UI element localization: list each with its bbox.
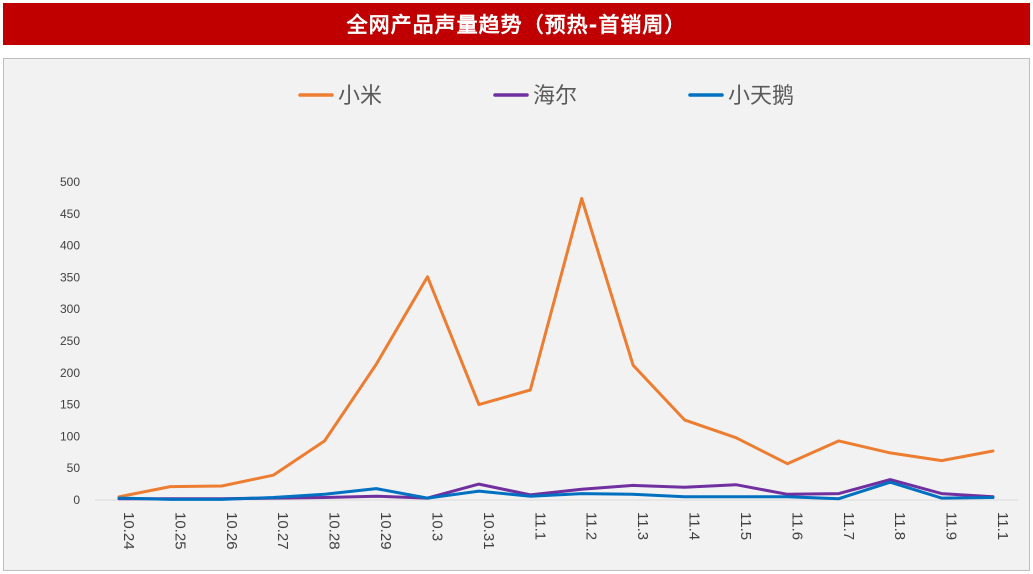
x-tick-label: 11.7 — [840, 512, 857, 540]
y-tick-label: 300 — [60, 302, 80, 316]
x-tick-label: 10.26 — [223, 512, 240, 550]
y-tick-label: 200 — [60, 366, 80, 380]
y-tick-label: 450 — [60, 207, 80, 221]
y-tick-label: 50 — [67, 461, 81, 475]
x-tick-label: 11.3 — [634, 512, 651, 540]
x-tick-label: 10.25 — [171, 512, 188, 550]
x-tick-label: 11.8 — [891, 512, 908, 540]
x-tick-label: 10.29 — [377, 512, 394, 550]
x-tick-label: 11.2 — [583, 512, 600, 540]
y-tick-label: 250 — [60, 334, 80, 348]
y-tick-label: 400 — [60, 239, 80, 253]
x-tick-label: 11.9 — [943, 512, 960, 540]
x-tick-label: 10.27 — [274, 512, 291, 550]
x-tick-label: 11.1 — [531, 512, 548, 540]
y-tick-label: 350 — [60, 270, 80, 284]
x-tick-label: 10.24 — [120, 512, 137, 550]
y-tick-label: 100 — [60, 429, 80, 443]
legend-label-0: 小米 — [338, 84, 382, 109]
x-tick-label: 11.4 — [686, 512, 703, 540]
y-tick-label: 0 — [73, 493, 80, 507]
y-tick-label: 500 — [60, 175, 80, 189]
x-tick-label: 10.31 — [480, 512, 497, 550]
legend-label-2: 小天鹅 — [728, 84, 794, 109]
x-tick-label: 11.1 — [994, 512, 1011, 540]
legend-label-1: 海尔 — [533, 84, 577, 109]
series-line-0 — [117, 197, 995, 499]
x-tick-label: 11.6 — [788, 512, 805, 540]
x-tick-label: 11.5 — [737, 512, 754, 540]
x-tick-label: 10.3 — [428, 512, 445, 541]
x-tick-label: 10.28 — [326, 512, 343, 550]
y-tick-label: 150 — [60, 398, 80, 412]
series-line-2 — [117, 480, 995, 501]
chart-title: 全网产品声量趋势（预热-首销周） — [3, 3, 1030, 45]
